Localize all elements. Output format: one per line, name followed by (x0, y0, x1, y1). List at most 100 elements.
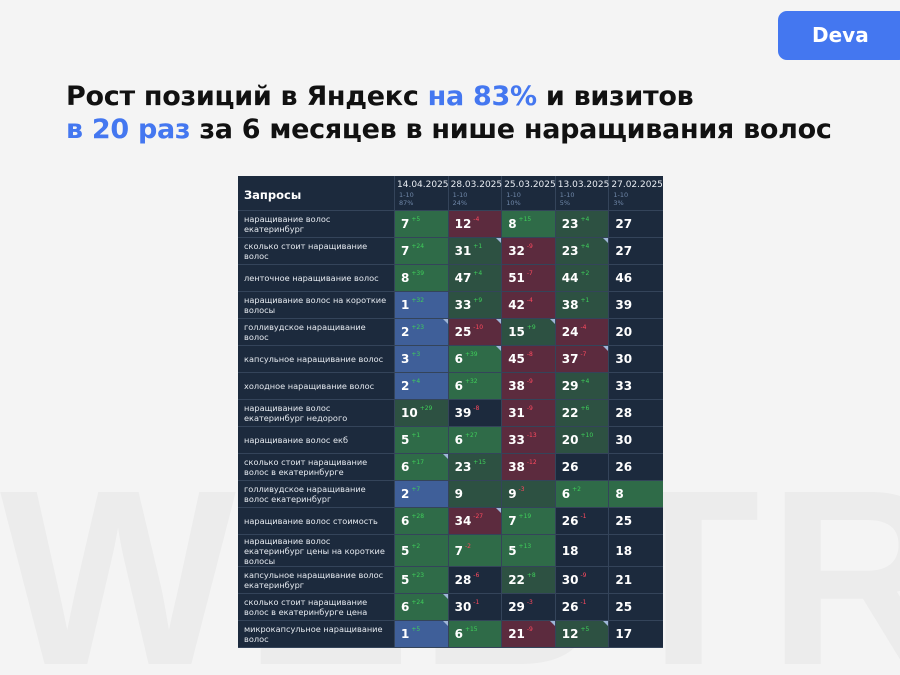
position-cell[interactable]: 7 +24 (395, 238, 449, 264)
position-cell[interactable]: 33 +9 (448, 292, 503, 318)
position-cell[interactable]: 6 +15 (448, 621, 503, 647)
brand-button[interactable]: Deva (778, 11, 900, 60)
position-cell[interactable]: 30 -9 (555, 567, 610, 593)
position-cell[interactable]: 28 -6 (448, 567, 503, 593)
position-cell[interactable]: 31 -9 (502, 400, 556, 426)
date-column-header[interactable]: 28.03.2025 1-10 24% (449, 176, 503, 210)
position-value: 46 (615, 271, 633, 285)
position-cell[interactable]: 45 -8 (502, 346, 556, 372)
position-cell[interactable]: 22 +6 (555, 400, 610, 426)
position-cell[interactable]: 26 -1 (555, 594, 610, 620)
position-cell[interactable]: 18 (555, 535, 610, 566)
position-value: 8 (401, 271, 410, 285)
position-cell[interactable]: 33 -13 (502, 427, 556, 453)
position-cell[interactable]: 46 (609, 265, 663, 291)
position-cell[interactable]: 39 (609, 292, 663, 318)
position-value: 25 (615, 600, 633, 614)
position-cell[interactable]: 10 +29 (395, 400, 449, 426)
position-value: 2 (401, 379, 410, 393)
position-cell[interactable]: 15 +9 (502, 319, 556, 345)
position-cell[interactable]: 30 -1 (448, 594, 503, 620)
position-value: 23 (561, 217, 579, 231)
position-cell[interactable]: 6 +39 (448, 346, 503, 372)
position-cell[interactable]: 6 +17 (395, 454, 449, 480)
position-cell[interactable]: 30 (609, 427, 663, 453)
position-value: 22 (561, 406, 579, 420)
position-cell[interactable]: 5 +13 (502, 535, 556, 566)
date-column-header[interactable]: 14.04.2025 1-10 87% (395, 176, 449, 210)
position-cell[interactable]: 25 (609, 594, 663, 620)
position-cell[interactable]: 20 (609, 319, 663, 345)
position-cell[interactable]: 34 -27 (448, 508, 503, 534)
position-cell[interactable]: 5 +2 (395, 535, 449, 566)
column-top10-percent: 5% (559, 199, 571, 207)
position-cell[interactable]: 2 +7 (395, 481, 449, 507)
date-column-header[interactable]: 25.03.2025 1-10 10% (502, 176, 556, 210)
position-delta: -3 (518, 486, 525, 493)
date-column-header[interactable]: 27.02.2025 1-10 3% (609, 176, 663, 210)
position-cell[interactable]: 26 (609, 454, 663, 480)
position-cell[interactable]: 21 (609, 567, 663, 593)
position-cell[interactable]: 6 +2 (555, 481, 610, 507)
position-cell[interactable]: 47 +4 (448, 265, 503, 291)
position-cell[interactable]: 31 +1 (448, 238, 503, 264)
position-cell[interactable]: 30 (609, 346, 663, 372)
position-cell[interactable]: 8 (609, 481, 663, 507)
position-cell[interactable]: 1 +5 (395, 621, 449, 647)
position-cell[interactable]: 33 (609, 373, 663, 399)
position-value: 51 (508, 271, 525, 285)
position-cell[interactable]: 5 +1 (395, 427, 449, 453)
position-cell[interactable]: 21 -9 (502, 621, 556, 647)
position-cell[interactable]: 26 -1 (555, 508, 610, 534)
position-cell[interactable]: 23 +15 (448, 454, 503, 480)
position-cell[interactable]: 22 +8 (502, 567, 556, 593)
position-cell[interactable]: 6 +24 (395, 594, 449, 620)
position-cell[interactable]: 29 +4 (555, 373, 610, 399)
position-cell[interactable]: 44 +2 (555, 265, 610, 291)
position-cell[interactable]: 8 +15 (502, 211, 556, 237)
position-cell[interactable]: 39 -8 (448, 400, 503, 426)
position-cell[interactable]: 6 +27 (448, 427, 503, 453)
position-cell[interactable]: 7 -2 (448, 535, 503, 566)
query-cell: голливудское наращивание волос екатеринб… (238, 481, 395, 507)
position-cell[interactable]: 26 (555, 454, 610, 480)
position-cell[interactable]: 2 +23 (395, 319, 449, 345)
position-cell[interactable]: 12 -4 (448, 211, 503, 237)
position-cell[interactable]: 27 (609, 238, 663, 264)
position-cell[interactable]: 7 +19 (502, 508, 556, 534)
position-cell[interactable]: 23 +4 (555, 211, 610, 237)
position-cell[interactable]: 29 -3 (502, 594, 556, 620)
position-cell[interactable]: 7 +5 (395, 211, 449, 237)
position-cell[interactable]: 38 -9 (502, 373, 556, 399)
position-cell[interactable]: 42 -4 (502, 292, 556, 318)
position-cell[interactable]: 8 +39 (395, 265, 449, 291)
position-cell[interactable]: 5 +23 (395, 567, 449, 593)
position-cell[interactable]: 24 -4 (555, 319, 610, 345)
position-cell[interactable]: 17 (609, 621, 663, 647)
position-cell[interactable]: 6 +28 (395, 508, 449, 534)
position-cell[interactable]: 25 (609, 508, 663, 534)
position-cell[interactable]: 6 +32 (448, 373, 503, 399)
position-cell[interactable]: 3 +3 (395, 346, 449, 372)
position-cell[interactable]: 20 +10 (555, 427, 610, 453)
position-cell[interactable]: 27 (609, 211, 663, 237)
position-cell[interactable]: 51 -7 (502, 265, 556, 291)
position-cell[interactable]: 25 -10 (448, 319, 503, 345)
position-delta: -9 (526, 626, 533, 633)
position-cell[interactable]: 12 +5 (555, 621, 610, 647)
position-cell[interactable]: 2 +4 (395, 373, 449, 399)
position-cell[interactable]: 9 -3 (502, 481, 556, 507)
position-cell[interactable]: 1 +32 (395, 292, 449, 318)
positions-table: Запросы 14.04.2025 1-10 87% 28.03.2025 1-10 2… (238, 176, 663, 648)
position-cell[interactable]: 18 (609, 535, 663, 566)
position-delta: -4 (580, 324, 587, 331)
position-cell[interactable]: 38 -12 (502, 454, 556, 480)
date-column-header[interactable]: 13.03.2025 1-10 5% (556, 176, 610, 210)
position-cell[interactable]: 38 +1 (555, 292, 610, 318)
position-value: 9 (508, 487, 517, 501)
position-cell[interactable]: 28 (609, 400, 663, 426)
position-cell[interactable]: 37 -7 (555, 346, 610, 372)
position-cell[interactable]: 32 -9 (502, 238, 556, 264)
position-cell[interactable]: 9 (448, 481, 503, 507)
position-cell[interactable]: 23 +4 (555, 238, 610, 264)
